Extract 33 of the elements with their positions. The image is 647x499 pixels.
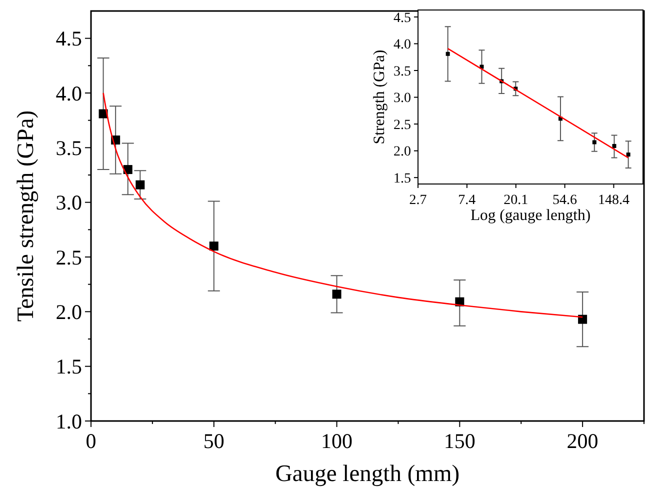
x-axis-title: Gauge length (mm) (275, 461, 460, 487)
x-tick-label: 2.7 (409, 193, 427, 208)
y-tick-label: 3.0 (56, 190, 82, 215)
x-tick-label: 50 (203, 429, 224, 453)
x-tick-label: 150 (444, 429, 476, 453)
y-axis-title: Tensile strength (GPa) (13, 110, 39, 322)
y-tick-label: 4.0 (56, 81, 82, 106)
x-tick-label: 54.6 (552, 193, 578, 208)
y-tick-label: 1.0 (56, 409, 82, 434)
y-tick-label: 4.0 (394, 38, 411, 53)
x-tick-label: 20.1 (504, 193, 528, 208)
y-tick-label: 3.5 (394, 64, 411, 80)
x-tick-label: 148.4 (598, 193, 630, 208)
point (578, 314, 588, 324)
y-tick-label: 2.5 (394, 118, 411, 133)
y-tick-label: 2.0 (394, 144, 411, 160)
y-tick-label: 2.5 (56, 245, 82, 270)
x-tick-label: 0 (86, 429, 96, 453)
x-tick-label: 7.4 (458, 193, 476, 208)
point (209, 242, 218, 251)
y-tick-label: 4.5 (56, 26, 82, 51)
y-tick-label: 1.5 (56, 354, 82, 379)
x-tick-label: 200 (566, 429, 598, 453)
y-tick-label: 1.5 (394, 171, 411, 186)
x-axis-title: Log (gauge length) (470, 207, 591, 224)
y-tick-label: 3.5 (56, 136, 82, 160)
point (332, 290, 342, 299)
x-tick-label: 100 (321, 429, 353, 453)
y-tick-label: 2.0 (56, 300, 82, 324)
point (136, 180, 145, 190)
y-tick-label: 4.5 (394, 10, 411, 26)
y-axis-title: Strength (GPa) (371, 50, 388, 144)
y-tick-label: 3.0 (394, 91, 411, 106)
